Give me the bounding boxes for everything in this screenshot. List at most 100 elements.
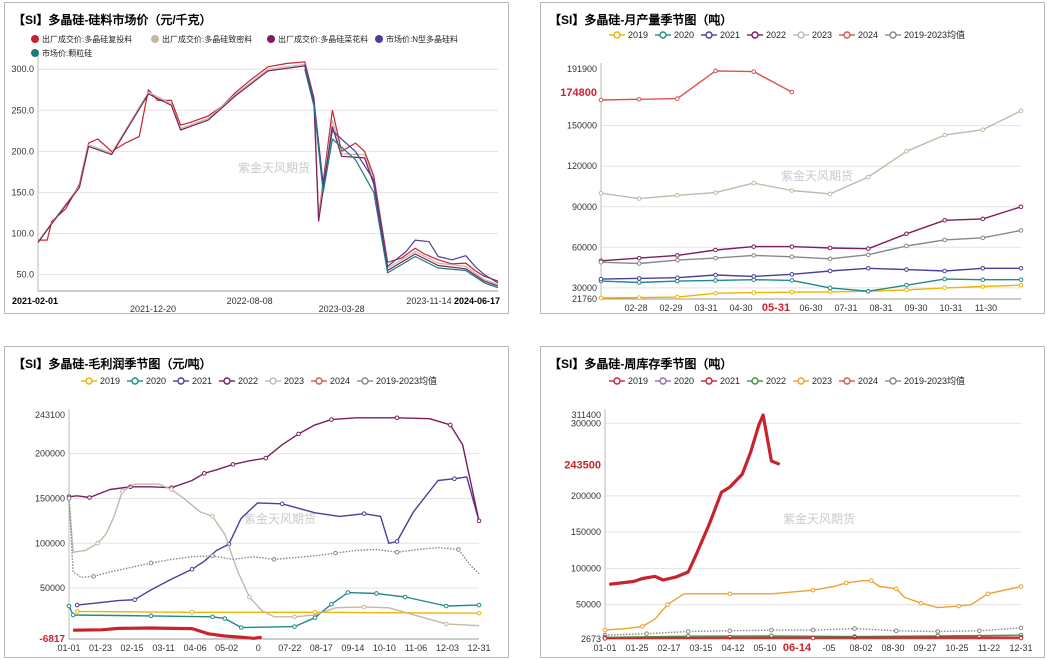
legend-label: 2022 [766, 30, 786, 40]
series-point [148, 613, 154, 619]
x-tick-label: 08-30 [881, 643, 904, 653]
y-tick-label: 150.0 [11, 187, 34, 197]
series-point [751, 244, 757, 249]
series-point [893, 628, 899, 634]
series-point [74, 602, 80, 608]
x-tick-label: 07-22 [278, 643, 301, 653]
x-tick-label: 12-03 [436, 643, 459, 653]
x-tick-label: 11-30 [975, 303, 997, 313]
series-point [789, 89, 795, 95]
legend-marker [843, 31, 851, 39]
x-tick-label: 10-25 [945, 643, 968, 653]
legend-label: 2021 [720, 30, 740, 40]
y-tick-label: 60000 [572, 242, 597, 252]
legend-label: 2019-2023均值 [904, 29, 965, 40]
series-point [942, 268, 947, 274]
series-point [292, 624, 297, 629]
series-point [1018, 204, 1024, 210]
series-point [598, 97, 604, 103]
legend-marker [85, 377, 93, 385]
legend-label: 2019 [100, 376, 120, 386]
legend-label: 出厂成交价:多晶硅菜花料 [278, 34, 368, 44]
x-tick-label: 04-06 [184, 643, 207, 653]
series-point [904, 287, 909, 293]
y-tick-label: 200000 [571, 491, 601, 501]
chart-panel-weekly-inventory: 【SI】多晶硅-周库存季节图（吨） 50000 100000 150000 20000… [540, 346, 1045, 658]
y-tick-label: 50000 [576, 600, 601, 610]
series-line-2021 [77, 476, 480, 606]
series-point [977, 628, 982, 634]
y-tick-label: 150000 [571, 527, 601, 537]
series-line-2019 [77, 610, 480, 614]
series-point [333, 550, 338, 556]
y-min-label: 21760 [572, 294, 597, 304]
highlight-value-label: 174800 [560, 87, 597, 99]
y-tick-label: 100000 [571, 563, 601, 573]
x-tick-label: 05-02 [215, 643, 238, 653]
series-point [827, 256, 833, 262]
series-point [636, 196, 642, 201]
series-point [148, 560, 154, 566]
series-point [713, 255, 718, 261]
legend-label: 2024 [858, 376, 878, 386]
series-point [189, 566, 195, 572]
series-point [827, 191, 833, 197]
series-point [602, 636, 608, 641]
series-point [74, 609, 80, 614]
x-tick-label: 08-31 [869, 303, 892, 313]
legend-marker [151, 35, 159, 43]
series-point [810, 627, 816, 633]
legend-marker [659, 31, 667, 39]
series-point [189, 609, 195, 615]
series-point [238, 625, 244, 630]
y-tick-label: 30000 [572, 283, 597, 293]
series-point [751, 290, 757, 295]
y-tick-label: 200000 [35, 449, 65, 459]
chart-panel-monthly-output: 【SI】多晶硅-月产量季节图（吨） 30000 60000 90000 120000 1… [540, 2, 1045, 314]
series-point [893, 586, 899, 591]
chart-panel-gross-profit: 【SI】多晶硅-毛利润季节图（元/吨） 50000 100000 150000 200… [4, 346, 509, 658]
legend-label: 2021 [192, 376, 212, 386]
x-tick-label: -05 [822, 643, 835, 653]
x-tick-label: 09-14 [341, 643, 364, 653]
x-tick-label: 03-11 [152, 643, 174, 653]
series-point [443, 603, 449, 609]
series-point [452, 476, 457, 482]
series-point [942, 276, 947, 282]
legend-label: 2023 [812, 30, 832, 40]
x-tick-label: 01-25 [625, 643, 648, 653]
price-chart-svg: 50.0 100.0 150.0 200.0 250.0 300.0 2021-02-01 2… [11, 34, 500, 314]
series-line-2020 [600, 278, 1021, 292]
series-line-N型 [304, 64, 499, 284]
legend-marker [177, 377, 185, 385]
series-point [904, 231, 909, 237]
x-tick-label: 10-10 [373, 643, 396, 653]
legend-marker [751, 377, 759, 385]
series-line-2024 [609, 413, 781, 586]
legend-marker [659, 377, 667, 385]
x-tick-label: 2023-11-14 [406, 296, 451, 306]
series-point [394, 415, 400, 421]
x-tick-label: 10-31 [939, 303, 962, 313]
legend-marker [705, 377, 713, 385]
legend-marker [889, 31, 897, 39]
legend-marker [797, 31, 805, 39]
y-tick-label: 100000 [35, 538, 65, 548]
series-point [904, 149, 909, 154]
series-point [904, 282, 909, 288]
x-start-label: 2021-02-01 [12, 296, 58, 306]
legend-marker [31, 35, 39, 43]
series-point [843, 580, 849, 586]
series-point [904, 243, 909, 249]
series-point [980, 127, 986, 132]
series-point [636, 276, 642, 281]
series-line-2024 [73, 626, 262, 640]
series-point [598, 259, 604, 265]
x-tick-label: 06-30 [799, 303, 822, 313]
y-tick-label: 120000 [567, 161, 597, 171]
y-tick-label: 300.0 [11, 64, 34, 74]
series-point [942, 285, 947, 291]
y-tick-label: 250.0 [11, 105, 34, 115]
series-point [210, 553, 215, 559]
x-tick-label: 0 [256, 643, 261, 653]
